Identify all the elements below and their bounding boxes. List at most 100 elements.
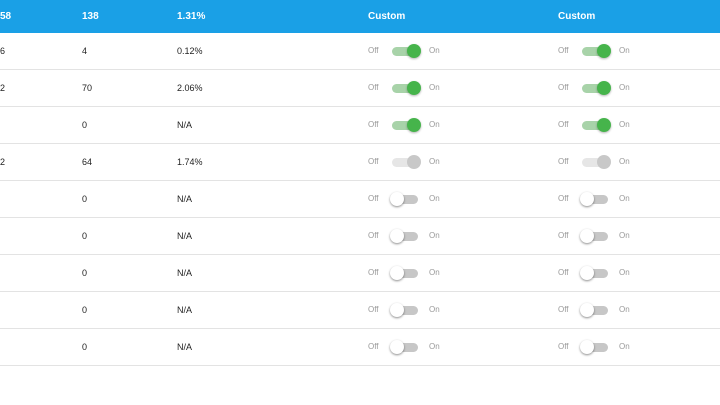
toggle-track [392, 269, 418, 278]
row-cell-2: 2.06% [177, 83, 203, 93]
toggle-off-label: Off [558, 268, 569, 277]
toggle-track [392, 121, 418, 130]
toggle-switch-custom-b[interactable] [580, 118, 611, 132]
toggle-switch-custom-b[interactable] [580, 192, 610, 206]
table-row: 0 N/A Off On Off On [0, 218, 720, 255]
toggle-switch-custom-a[interactable] [390, 118, 421, 132]
toggle-off-label: Off [368, 342, 379, 351]
toggle-switch-custom-a[interactable] [390, 340, 420, 354]
toggle-on-label: On [429, 83, 440, 92]
toggle-thumb [390, 192, 404, 206]
toggle-off-label: Off [558, 120, 569, 129]
toggle-off-label: Off [368, 120, 379, 129]
row-cell-1: 0 [82, 305, 88, 315]
toggle-thumb [390, 229, 404, 243]
table-row: 0 N/A Off On Off On [0, 181, 720, 218]
toggle-track [582, 306, 608, 315]
toggle-track [582, 343, 608, 352]
toggle-off-label: Off [368, 194, 379, 203]
row-cell-2: N/A [177, 268, 193, 278]
toggle-thumb [580, 340, 594, 354]
row-cell-1: 0 [82, 342, 88, 352]
toggle-on-label: On [619, 120, 630, 129]
row-cell-2: N/A [177, 342, 193, 352]
toggle-on-label: On [619, 342, 630, 351]
toggle-off-label: Off [368, 305, 379, 314]
row-cell-0: 2 [0, 157, 6, 167]
table-row: 0 N/A Off On Off On [0, 292, 720, 329]
toggle-switch-custom-b[interactable] [580, 303, 610, 317]
toggle-on-label: On [429, 120, 440, 129]
toggle-switch-custom-a [390, 155, 421, 169]
toggle-thumb [390, 303, 404, 317]
row-cell-1: 0 [82, 268, 88, 278]
toggle-switch-custom-b[interactable] [580, 229, 610, 243]
table-row: 0 N/A Off On Off On [0, 107, 720, 144]
toggle-track [582, 84, 608, 93]
row-cell-2: 0.12% [177, 46, 203, 56]
toggle-track [392, 158, 418, 167]
toggle-off-label: Off [558, 194, 569, 203]
toggle-track [392, 47, 418, 56]
header-cell-1: 138 [82, 11, 99, 22]
table-row: 6 4 0.12% Off On Off On [0, 33, 720, 70]
toggle-off-label: Off [368, 46, 379, 55]
row-cell-2: N/A [177, 120, 193, 130]
toggle-switch-custom-a[interactable] [390, 81, 421, 95]
toggle-off-label: Off [368, 231, 379, 240]
toggle-thumb [597, 118, 611, 132]
row-cell-2: 1.74% [177, 157, 203, 167]
toggle-off-label: Off [368, 268, 379, 277]
row-cell-1: 0 [82, 120, 88, 130]
toggle-switch-custom-a[interactable] [390, 192, 420, 206]
toggle-switch-custom-a[interactable] [390, 229, 420, 243]
toggle-on-label: On [429, 46, 440, 55]
toggle-track [582, 47, 608, 56]
toggle-thumb [597, 81, 611, 95]
table-row: 2 64 1.74% Off On Off On [0, 144, 720, 181]
data-table: 58 138 1.31% Custom Custom 6 4 0.12% Off On O… [0, 0, 720, 366]
toggle-thumb [580, 229, 594, 243]
toggle-switch-custom-a[interactable] [390, 266, 420, 280]
table-header: 58 138 1.31% Custom Custom [0, 0, 720, 33]
row-cell-2: N/A [177, 305, 193, 315]
toggle-switch-custom-b[interactable] [580, 266, 610, 280]
table-row: 2 70 2.06% Off On Off On [0, 70, 720, 107]
toggle-track [582, 195, 608, 204]
toggle-switch-custom-b[interactable] [580, 44, 611, 58]
toggle-switch-custom-a[interactable] [390, 303, 420, 317]
header-cell-custom-a: Custom [368, 11, 406, 22]
toggle-on-label: On [429, 194, 440, 203]
table-row: 0 N/A Off On Off On [0, 329, 720, 366]
toggle-thumb [580, 192, 594, 206]
toggle-on-label: On [619, 194, 630, 203]
row-cell-1: 64 [82, 157, 93, 167]
toggle-thumb [407, 44, 421, 58]
toggle-thumb [407, 118, 421, 132]
toggle-on-label: On [619, 268, 630, 277]
toggle-track [582, 158, 608, 167]
toggle-off-label: Off [368, 157, 379, 166]
toggle-switch-custom-b [580, 155, 611, 169]
toggle-thumb [407, 81, 421, 95]
toggle-thumb [407, 155, 421, 169]
toggle-track [582, 269, 608, 278]
toggle-switch-custom-b[interactable] [580, 81, 611, 95]
row-cell-2: N/A [177, 231, 193, 241]
toggle-thumb [390, 266, 404, 280]
toggle-off-label: Off [558, 157, 569, 166]
toggle-off-label: Off [558, 342, 569, 351]
toggle-on-label: On [429, 342, 440, 351]
toggle-on-label: On [619, 157, 630, 166]
toggle-track [392, 343, 418, 352]
toggle-off-label: Off [558, 46, 569, 55]
header-cell-custom-b: Custom [558, 11, 596, 22]
toggle-track [392, 306, 418, 315]
row-cell-1: 70 [82, 83, 93, 93]
toggle-on-label: On [619, 83, 630, 92]
toggle-switch-custom-a[interactable] [390, 44, 421, 58]
toggle-thumb [597, 155, 611, 169]
toggle-thumb [390, 340, 404, 354]
toggle-off-label: Off [368, 83, 379, 92]
toggle-switch-custom-b[interactable] [580, 340, 610, 354]
